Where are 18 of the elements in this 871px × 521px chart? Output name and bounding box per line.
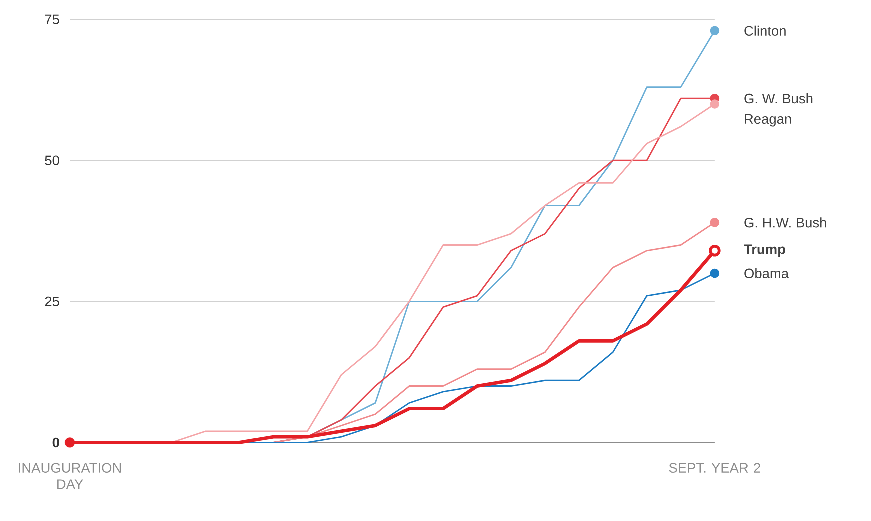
point bbox=[710, 268, 720, 278]
point bbox=[710, 99, 720, 109]
point bbox=[709, 244, 721, 257]
point bbox=[710, 218, 720, 228]
text: Reagan bbox=[745, 114, 792, 127]
x-tick-label: INAUGURATION DAY bbox=[19, 463, 122, 490]
series-label: Trump bbox=[744, 244, 786, 257]
y-tick-label: 50 bbox=[45, 156, 60, 166]
series-label: G. W. Bush bbox=[744, 93, 813, 104]
point bbox=[64, 438, 76, 448]
series-label: Obama bbox=[744, 268, 790, 278]
y-tick-label: 0 bbox=[52, 438, 60, 448]
point bbox=[710, 26, 720, 36]
series-label: G. H.W. Bush bbox=[744, 218, 826, 228]
y-tick-label: 25 bbox=[45, 296, 60, 306]
y-tick-label: 75 bbox=[45, 14, 60, 24]
series-label: Clinton bbox=[744, 26, 786, 36]
x-tick-label: SEPT. YEAR 2 bbox=[669, 463, 760, 473]
